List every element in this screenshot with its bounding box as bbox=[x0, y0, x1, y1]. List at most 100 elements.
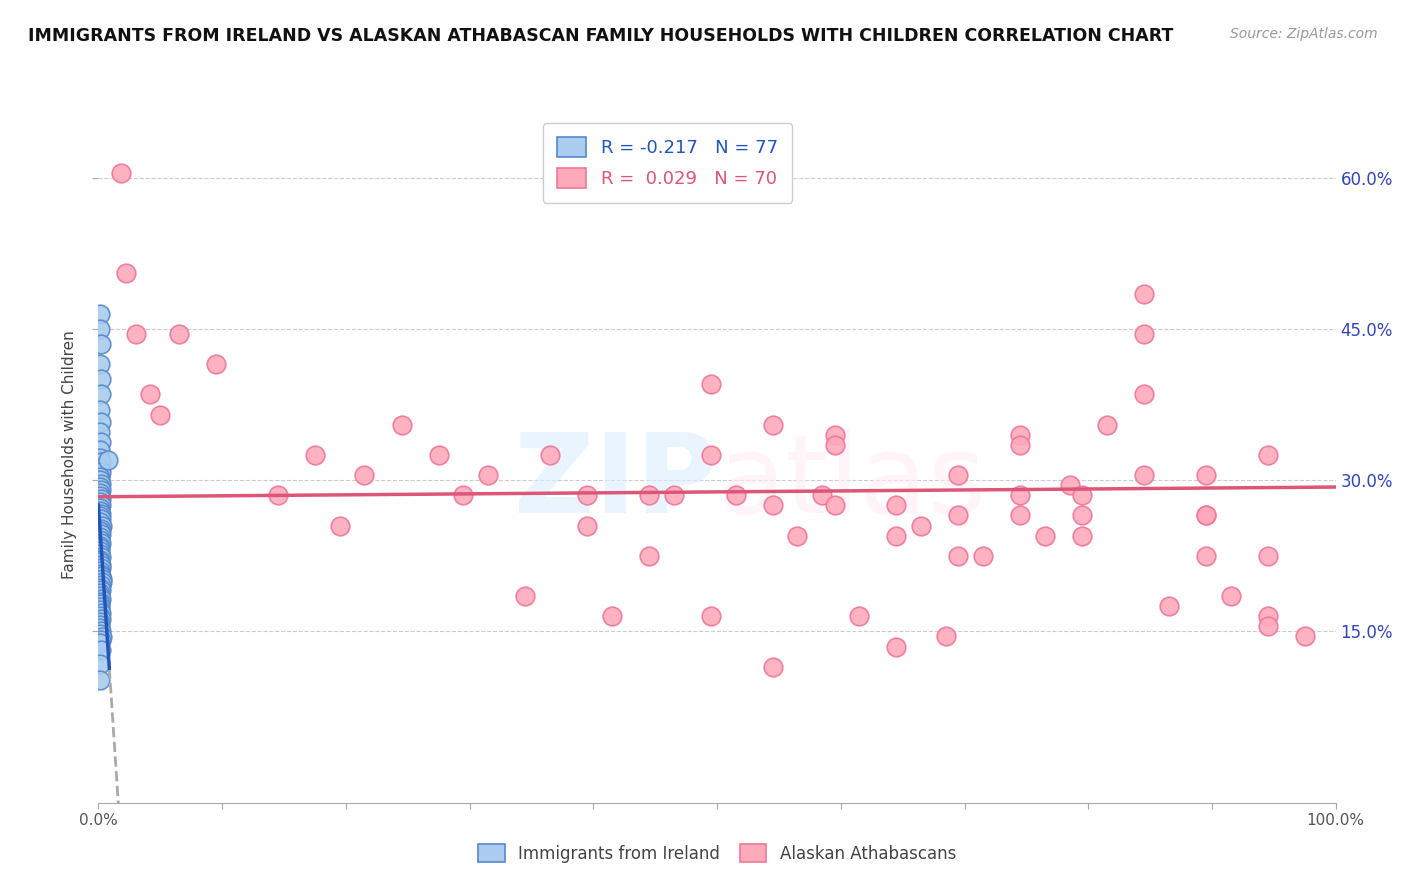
Point bbox=[90, 512, 112, 526]
Point bbox=[89, 597, 111, 611]
Point bbox=[391, 417, 413, 432]
Point bbox=[90, 612, 112, 626]
Point bbox=[89, 501, 111, 516]
Point bbox=[89, 555, 111, 569]
Point bbox=[89, 553, 111, 567]
Point bbox=[576, 518, 599, 533]
Point bbox=[1219, 589, 1241, 603]
Point bbox=[1059, 478, 1081, 492]
Point bbox=[90, 535, 112, 549]
Point bbox=[90, 337, 112, 351]
Point bbox=[700, 377, 723, 392]
Point bbox=[786, 528, 808, 542]
Point bbox=[90, 526, 112, 541]
Point bbox=[91, 572, 114, 586]
Point bbox=[824, 438, 846, 452]
Point bbox=[89, 504, 111, 518]
Point bbox=[1133, 286, 1156, 301]
Point bbox=[89, 566, 111, 581]
Point bbox=[353, 468, 375, 483]
Point bbox=[972, 549, 994, 563]
Point bbox=[453, 488, 475, 502]
Point bbox=[90, 455, 112, 469]
Point bbox=[89, 627, 111, 641]
Point bbox=[886, 528, 908, 542]
Point bbox=[89, 609, 111, 624]
Point bbox=[1133, 468, 1156, 483]
Point bbox=[89, 473, 111, 487]
Text: ZIP: ZIP bbox=[513, 429, 717, 536]
Point bbox=[600, 609, 623, 624]
Text: IMMIGRANTS FROM IRELAND VS ALASKAN ATHABASCAN FAMILY HOUSEHOLDS WITH CHILDREN CO: IMMIGRANTS FROM IRELAND VS ALASKAN ATHAB… bbox=[28, 27, 1174, 45]
Point bbox=[90, 624, 112, 639]
Point bbox=[89, 425, 111, 439]
Point bbox=[114, 267, 136, 281]
Point bbox=[89, 307, 111, 321]
Point bbox=[90, 508, 112, 522]
Point bbox=[90, 569, 112, 583]
Point bbox=[90, 582, 112, 597]
Point bbox=[89, 564, 111, 578]
Point bbox=[1071, 508, 1094, 523]
Point bbox=[89, 589, 111, 603]
Point bbox=[90, 387, 112, 401]
Y-axis label: Family Households with Children: Family Households with Children bbox=[62, 331, 77, 579]
Text: Source: ZipAtlas.com: Source: ZipAtlas.com bbox=[1230, 27, 1378, 41]
Point bbox=[89, 516, 111, 530]
Point bbox=[515, 589, 537, 603]
Point bbox=[1095, 417, 1118, 432]
Point bbox=[1133, 387, 1156, 401]
Point bbox=[89, 461, 111, 475]
Point bbox=[762, 659, 785, 673]
Point bbox=[90, 499, 112, 513]
Point bbox=[89, 543, 111, 558]
Point bbox=[1157, 599, 1180, 614]
Point bbox=[205, 357, 228, 371]
Point bbox=[89, 489, 111, 503]
Point bbox=[848, 609, 870, 624]
Point bbox=[89, 442, 111, 457]
Point bbox=[1010, 427, 1032, 442]
Point bbox=[477, 468, 499, 483]
Point bbox=[304, 448, 326, 462]
Point bbox=[1033, 528, 1056, 542]
Point bbox=[90, 465, 112, 479]
Point bbox=[948, 549, 970, 563]
Point bbox=[824, 427, 846, 442]
Point bbox=[90, 415, 112, 429]
Point bbox=[762, 417, 785, 432]
Point bbox=[89, 539, 111, 553]
Point bbox=[89, 450, 111, 465]
Point bbox=[149, 408, 172, 422]
Point bbox=[90, 483, 112, 498]
Point bbox=[638, 549, 661, 563]
Point bbox=[1010, 508, 1032, 523]
Point bbox=[538, 448, 561, 462]
Point bbox=[1294, 629, 1316, 643]
Point bbox=[1195, 549, 1218, 563]
Point bbox=[89, 322, 111, 336]
Point bbox=[90, 642, 112, 657]
Point bbox=[886, 499, 908, 513]
Point bbox=[90, 522, 112, 536]
Point bbox=[1257, 549, 1279, 563]
Point bbox=[90, 578, 112, 592]
Point bbox=[886, 640, 908, 654]
Text: atlas: atlas bbox=[717, 429, 986, 536]
Point bbox=[638, 488, 661, 502]
Point bbox=[1010, 488, 1032, 502]
Point bbox=[762, 499, 785, 513]
Point bbox=[89, 618, 111, 632]
Point bbox=[90, 592, 112, 607]
Point bbox=[91, 631, 114, 645]
Point bbox=[90, 549, 112, 564]
Point bbox=[1257, 619, 1279, 633]
Point bbox=[700, 448, 723, 462]
Point bbox=[89, 524, 111, 538]
Point bbox=[1195, 508, 1218, 523]
Point bbox=[91, 518, 114, 533]
Point bbox=[89, 636, 111, 650]
Point bbox=[124, 326, 146, 341]
Point bbox=[948, 508, 970, 523]
Point bbox=[89, 509, 111, 524]
